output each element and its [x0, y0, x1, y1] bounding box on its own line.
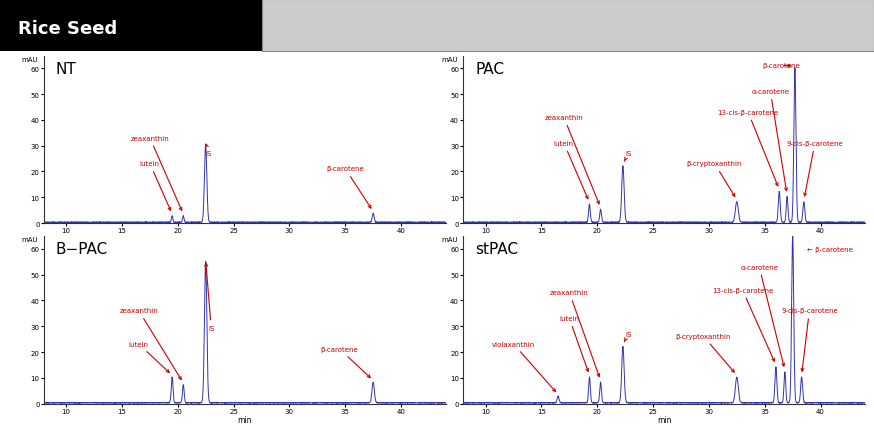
Text: lutein: lutein	[140, 161, 170, 211]
Text: β-carotene: β-carotene	[326, 166, 371, 209]
Text: 9-cis-β-carotene: 9-cis-β-carotene	[781, 308, 838, 372]
Text: 9-cis-β-carotene: 9-cis-β-carotene	[787, 141, 843, 197]
Text: α-carotene: α-carotene	[740, 264, 785, 366]
Text: stPAC: stPAC	[475, 242, 518, 256]
Text: lutein: lutein	[559, 316, 588, 372]
Text: β-carotene: β-carotene	[321, 346, 371, 378]
Text: ← β-carotene: ← β-carotene	[808, 247, 853, 253]
Text: IS: IS	[624, 151, 632, 162]
Text: zeaxanthin: zeaxanthin	[545, 115, 600, 204]
X-axis label: min: min	[657, 415, 671, 424]
Text: PAC: PAC	[475, 62, 504, 76]
Text: IS: IS	[205, 145, 212, 157]
Text: lutein: lutein	[128, 341, 170, 373]
Text: β-cryptoxanthin: β-cryptoxanthin	[676, 333, 734, 372]
Text: 13-cis-β-carotene: 13-cis-β-carotene	[718, 109, 779, 186]
Text: IS: IS	[205, 264, 214, 332]
Text: lutein: lutein	[554, 141, 588, 199]
Text: mAU: mAU	[22, 237, 38, 243]
Text: α-carotene: α-carotene	[752, 89, 789, 191]
Text: β-cryptoxanthin: β-cryptoxanthin	[687, 161, 742, 197]
Text: IS: IS	[624, 331, 632, 342]
X-axis label: min: min	[238, 415, 252, 424]
Text: NT: NT	[56, 62, 77, 76]
Text: zeaxanthin: zeaxanthin	[119, 308, 181, 380]
Text: B−PAC: B−PAC	[56, 242, 108, 256]
Text: zeaxanthin: zeaxanthin	[550, 289, 600, 377]
Text: mAU: mAU	[441, 237, 458, 243]
Text: violaxanthin: violaxanthin	[492, 341, 556, 391]
Text: mAU: mAU	[22, 56, 38, 62]
Text: 13-cis-β-carotene: 13-cis-β-carotene	[711, 287, 774, 362]
Text: mAU: mAU	[441, 56, 458, 62]
Text: Rice Seed: Rice Seed	[18, 20, 118, 38]
Text: zeaxanthin: zeaxanthin	[130, 135, 182, 211]
Text: β-carotene: β-carotene	[763, 63, 801, 69]
